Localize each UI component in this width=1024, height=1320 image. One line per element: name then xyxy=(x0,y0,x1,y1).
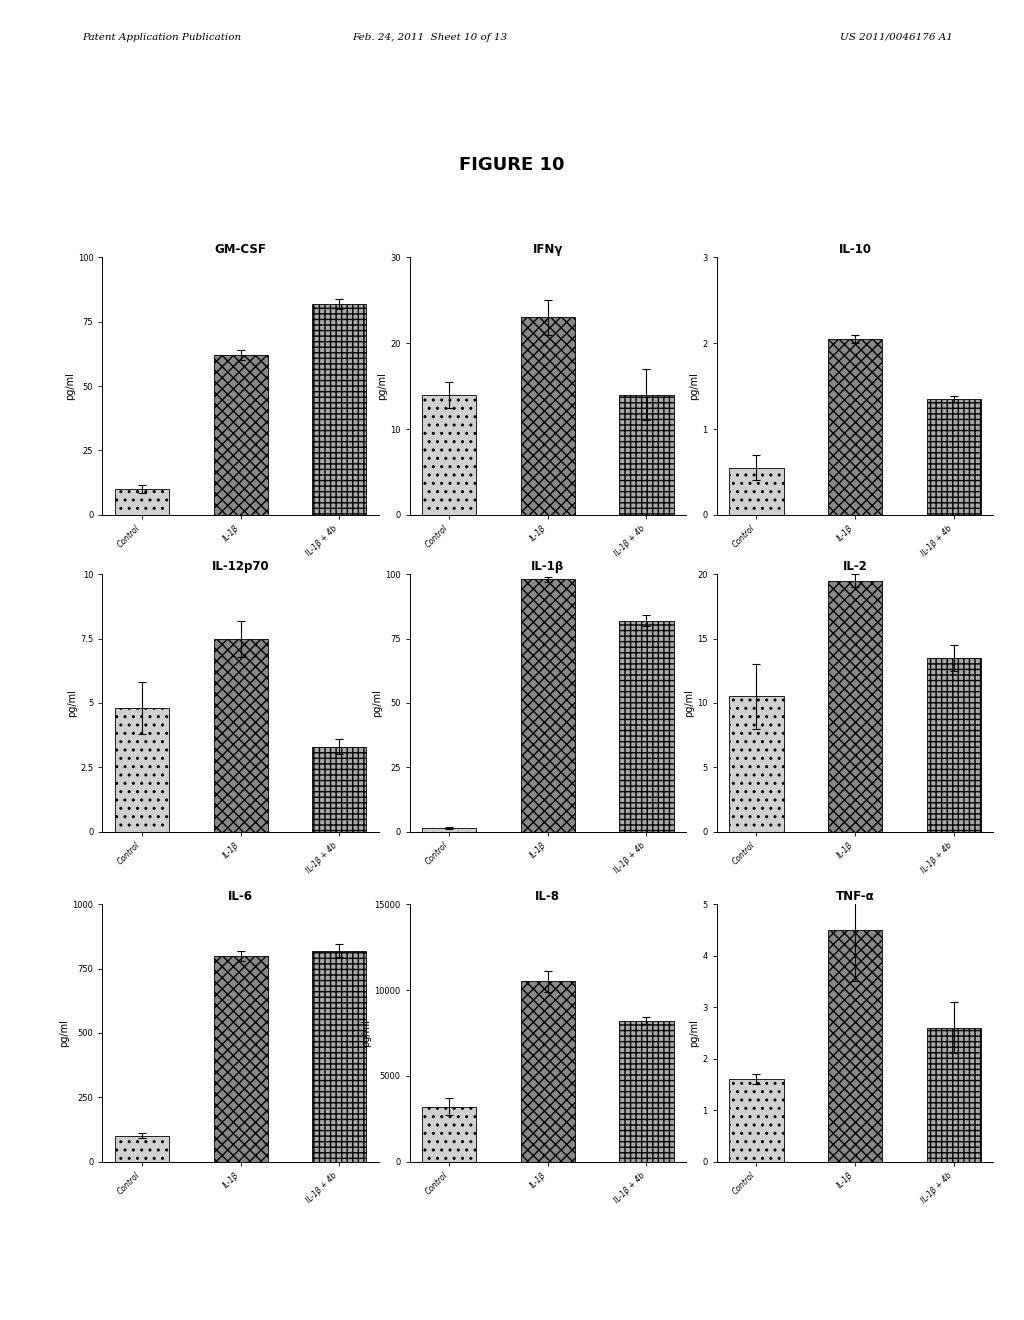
Bar xyxy=(620,620,674,832)
Bar xyxy=(214,956,267,1162)
Bar xyxy=(729,697,783,832)
Bar xyxy=(312,747,367,832)
Bar xyxy=(312,950,367,1162)
Bar xyxy=(927,399,981,515)
Bar xyxy=(312,304,367,515)
Title: GM-CSF: GM-CSF xyxy=(215,243,266,256)
Title: IL-12p70: IL-12p70 xyxy=(212,560,269,573)
Title: IL-1β: IL-1β xyxy=(531,560,564,573)
Bar xyxy=(927,657,981,832)
Bar xyxy=(115,490,169,515)
Bar xyxy=(620,1020,674,1162)
Y-axis label: pg/ml: pg/ml xyxy=(689,372,699,400)
Bar xyxy=(521,579,574,832)
Bar xyxy=(521,982,574,1162)
Y-axis label: pg/ml: pg/ml xyxy=(684,689,694,717)
Title: IL-6: IL-6 xyxy=(228,890,253,903)
Text: FIGURE 10: FIGURE 10 xyxy=(459,156,565,174)
Bar xyxy=(828,929,882,1162)
Title: IL-2: IL-2 xyxy=(843,560,867,573)
Bar xyxy=(422,828,476,832)
Y-axis label: pg/ml: pg/ml xyxy=(68,689,78,717)
Text: US 2011/0046176 A1: US 2011/0046176 A1 xyxy=(840,33,952,42)
Bar xyxy=(214,639,267,832)
Title: IL-10: IL-10 xyxy=(839,243,871,256)
Bar xyxy=(115,708,169,832)
Y-axis label: pg/ml: pg/ml xyxy=(361,1019,372,1047)
Bar xyxy=(729,1080,783,1162)
Bar xyxy=(729,467,783,515)
Y-axis label: pg/ml: pg/ml xyxy=(59,1019,70,1047)
Bar xyxy=(828,581,882,832)
Y-axis label: pg/ml: pg/ml xyxy=(377,372,387,400)
Bar xyxy=(422,395,476,515)
Bar xyxy=(115,1135,169,1162)
Title: IFNγ: IFNγ xyxy=(532,243,563,256)
Y-axis label: pg/ml: pg/ml xyxy=(689,1019,699,1047)
Bar xyxy=(422,1106,476,1162)
Title: IL-8: IL-8 xyxy=(536,890,560,903)
Bar xyxy=(214,355,267,515)
Bar xyxy=(828,339,882,515)
Bar xyxy=(927,1028,981,1162)
Bar xyxy=(521,318,574,515)
Bar xyxy=(620,395,674,515)
Text: Patent Application Publication: Patent Application Publication xyxy=(82,33,241,42)
Y-axis label: pg/ml: pg/ml xyxy=(65,372,75,400)
Y-axis label: pg/ml: pg/ml xyxy=(372,689,382,717)
Title: TNF-α: TNF-α xyxy=(836,890,874,903)
Text: Feb. 24, 2011  Sheet 10 of 13: Feb. 24, 2011 Sheet 10 of 13 xyxy=(352,33,508,42)
